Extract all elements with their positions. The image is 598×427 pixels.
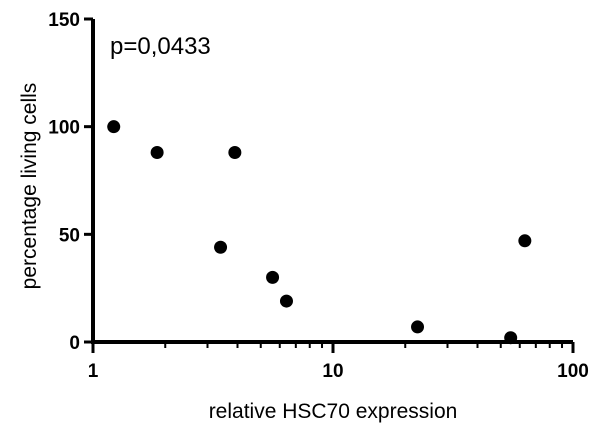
data-point <box>228 146 242 160</box>
data-point <box>411 320 425 334</box>
data-point <box>266 270 280 284</box>
x-axis-title: relative HSC70 expression <box>209 400 458 423</box>
x-axis-ticks: 1 10 100 <box>88 342 589 382</box>
data-points <box>107 120 532 345</box>
y-tick-label: 100 <box>48 118 80 139</box>
y-tick-label: 50 <box>59 225 80 246</box>
data-point <box>518 234 532 248</box>
data-point <box>214 240 228 254</box>
data-point <box>150 146 164 160</box>
x-tick-label: 1 <box>88 361 99 382</box>
data-point <box>107 120 121 134</box>
data-point <box>279 294 293 308</box>
x-tick-label: 10 <box>322 361 343 382</box>
x-tick-label: 100 <box>557 361 589 382</box>
data-point <box>504 331 518 345</box>
y-axis-title: percentage living cells <box>18 83 41 290</box>
y-axis-ticks: 0 50 100 150 <box>48 10 93 354</box>
p-value-annotation: p=0,0433 <box>110 33 211 60</box>
y-tick-label: 0 <box>69 333 80 354</box>
y-tick-label: 150 <box>48 10 80 31</box>
